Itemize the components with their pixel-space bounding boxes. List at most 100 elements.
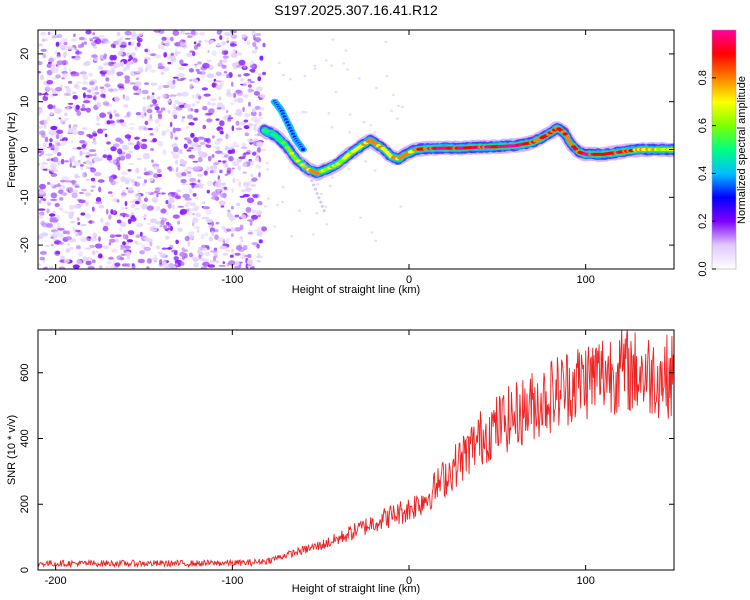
noise-blob — [178, 51, 181, 55]
noise-blob — [257, 201, 263, 206]
noise-blob — [201, 201, 206, 205]
noise-blob — [156, 192, 159, 198]
noise-blob — [55, 74, 61, 79]
noise-blob — [197, 156, 203, 163]
noise-blob — [187, 173, 192, 179]
noise-blob — [255, 210, 263, 216]
noise-blob — [117, 148, 123, 155]
noise-blob — [155, 126, 159, 133]
noise-blob — [39, 251, 47, 255]
noise-blob — [105, 41, 111, 44]
noise-blob — [50, 166, 56, 173]
noise-blob — [203, 258, 209, 263]
noise-blob — [172, 153, 180, 159]
noise-blob — [82, 74, 89, 81]
noise-blob — [250, 151, 253, 154]
noise-blob — [108, 160, 114, 164]
noise-blob — [91, 54, 98, 58]
noise-blob — [247, 253, 252, 259]
noise-blob — [64, 236, 73, 241]
noise-blob — [304, 111, 308, 114]
noise-blob — [169, 94, 177, 97]
noise-blob — [124, 177, 132, 182]
noise-blob — [58, 242, 64, 245]
noise-blob — [234, 98, 238, 103]
noise-blob — [187, 107, 192, 112]
noise-blob — [100, 58, 104, 61]
noise-blob — [38, 43, 43, 47]
noise-blob — [236, 97, 244, 103]
noise-blob — [219, 35, 223, 40]
noise-blob — [218, 264, 226, 267]
noise-blob — [157, 65, 166, 70]
noise-blob — [159, 253, 166, 258]
noise-blob — [176, 189, 182, 192]
noise-blob — [369, 124, 373, 127]
noise-blob — [77, 222, 81, 225]
noise-blob — [131, 52, 136, 58]
noise-blob — [123, 104, 129, 108]
noise-blob — [94, 243, 103, 249]
noise-blob — [54, 50, 58, 55]
noise-blob — [187, 35, 193, 38]
noise-blob — [240, 214, 247, 219]
noise-blob — [49, 216, 54, 223]
noise-blob — [199, 141, 206, 145]
noise-blob — [226, 74, 230, 79]
noise-blob — [251, 50, 258, 54]
noise-blob — [164, 40, 171, 47]
noise-blob — [48, 142, 53, 147]
noise-blob — [186, 211, 194, 216]
noise-blob — [251, 151, 257, 156]
noise-blob — [68, 124, 72, 129]
noise-blob — [59, 207, 64, 211]
noise-blob — [230, 248, 234, 252]
noise-blob — [47, 31, 51, 36]
noise-blob — [131, 203, 136, 208]
noise-blob — [170, 52, 174, 56]
noise-blob — [184, 235, 190, 242]
noise-blob — [258, 171, 261, 178]
noise-blob — [73, 84, 79, 88]
noise-blob — [78, 36, 85, 41]
noise-blob — [138, 66, 143, 73]
noise-blob — [72, 227, 76, 231]
noise-blob — [60, 38, 68, 43]
noise-blob — [229, 227, 236, 233]
noise-blob — [146, 205, 154, 211]
noise-blob — [192, 51, 196, 57]
noise-blob — [46, 158, 51, 162]
noise-blob — [232, 49, 237, 54]
noise-blob — [125, 234, 129, 241]
noise-blob — [211, 102, 217, 106]
noise-blob — [168, 229, 171, 234]
noise-blob — [181, 117, 185, 123]
snr-y-axis-label: SNR (10 * v/v) — [6, 415, 18, 485]
noise-blob — [146, 51, 152, 56]
noise-blob — [55, 133, 60, 140]
noise-blob — [308, 174, 312, 178]
noise-blob — [230, 233, 234, 237]
noise-blob — [110, 146, 117, 152]
noise-blob — [39, 183, 46, 190]
noise-blob — [74, 175, 81, 179]
noise-blob — [84, 247, 92, 250]
noise-blob — [203, 93, 211, 97]
noise-blob — [63, 259, 70, 263]
noise-blob — [127, 239, 133, 243]
noise-blob — [251, 242, 259, 245]
noise-blob — [180, 30, 185, 35]
noise-blob — [138, 142, 143, 147]
noise-blob — [109, 113, 113, 120]
noise-blob — [215, 228, 219, 233]
noise-blob — [250, 173, 254, 178]
noise-blob — [116, 31, 121, 37]
noise-blob — [151, 197, 159, 203]
noise-blob — [315, 192, 319, 195]
noise-blob — [206, 189, 210, 194]
noise-blob — [257, 72, 262, 78]
noise-blob — [56, 60, 64, 66]
noise-blob — [211, 191, 219, 197]
noise-blob — [66, 87, 72, 94]
noise-blob — [38, 61, 43, 66]
